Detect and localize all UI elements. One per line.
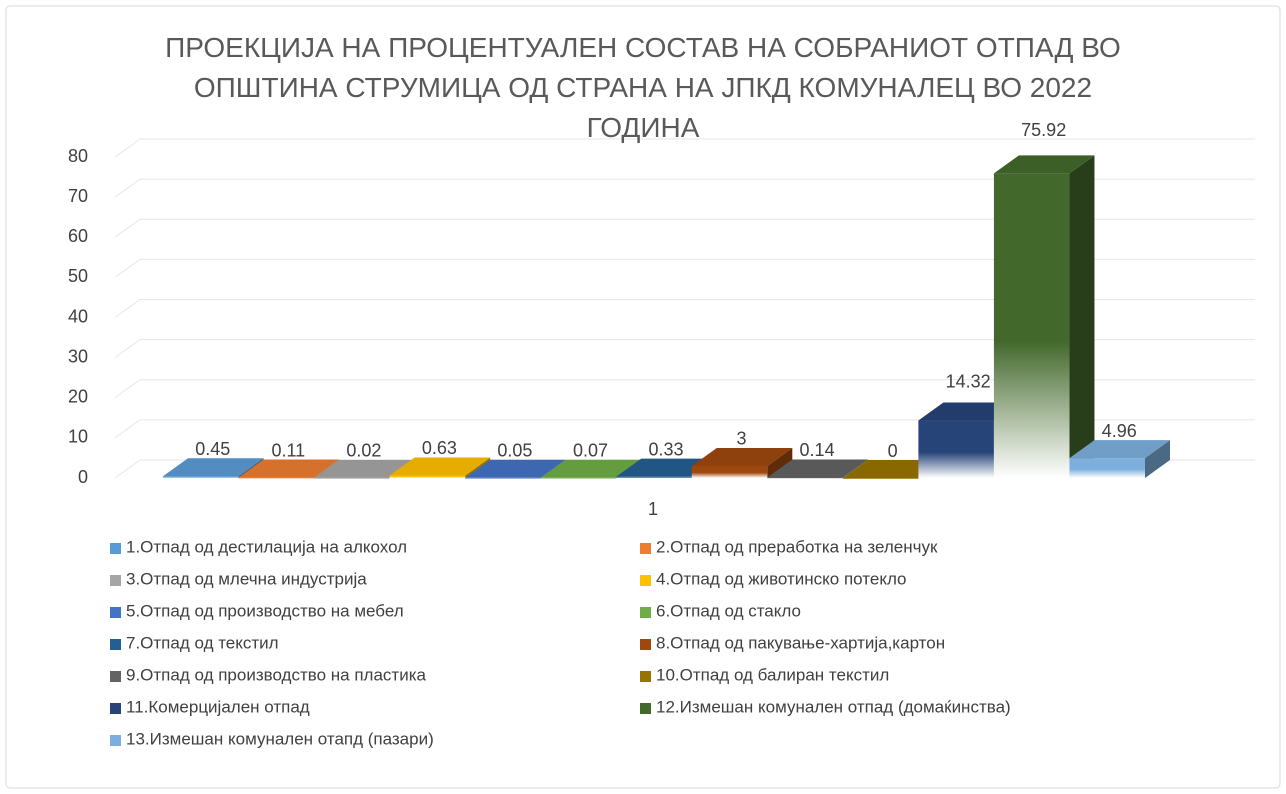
- legend-swatch: [110, 735, 121, 746]
- legend-swatch: [640, 671, 651, 682]
- data-label: 0.63: [422, 438, 457, 458]
- bar-top: [616, 458, 717, 477]
- bar-top: [314, 459, 415, 478]
- y-tick-label: 20: [68, 387, 88, 407]
- chart-title: ПРОЕКЦИЈА НА ПРОЦЕНТУАЛЕН СОСТАВ НА СОБР…: [165, 32, 1121, 143]
- data-label: 0.33: [648, 439, 683, 459]
- legend-label: 7.Отпад од текстил: [126, 633, 279, 652]
- grid-line-depth: [114, 138, 141, 158]
- data-label: 0.05: [497, 441, 532, 461]
- bar-top: [540, 459, 642, 478]
- grid-line-depth: [114, 299, 141, 318]
- bar-top: [163, 458, 264, 477]
- bar: [465, 477, 541, 479]
- legend-label: 8.Отпад од пакување-хартија,картон: [656, 633, 945, 652]
- legend-label: 11.Комерцијален отпад: [126, 697, 310, 716]
- y-tick-label: 70: [68, 186, 88, 206]
- legend-swatch: [110, 575, 121, 586]
- bar: [314, 477, 390, 479]
- bar-top: [993, 155, 1095, 174]
- bar: [918, 420, 994, 478]
- grid-line-depth: [114, 419, 141, 439]
- y-tick-label: 60: [68, 226, 88, 246]
- bar-side: [1069, 155, 1095, 478]
- x-tick-label: 1: [648, 499, 658, 519]
- bar-top: [389, 457, 491, 476]
- data-label: 0.07: [573, 440, 608, 460]
- data-label: 75.92: [1021, 120, 1066, 140]
- legend-label: 3.Отпад од млечна индустрија: [126, 569, 367, 588]
- grid-line-depth: [114, 379, 141, 399]
- bar-top: [238, 459, 340, 478]
- bar-top: [691, 447, 793, 466]
- legend-label: 6.Отпад од стакло: [656, 601, 801, 620]
- bar-side: [767, 447, 793, 478]
- bar: [389, 475, 466, 478]
- legend-swatch: [110, 639, 121, 650]
- bar-side: [314, 459, 340, 478]
- bar-top: [767, 459, 868, 478]
- bar: [616, 476, 692, 478]
- bar-side: [1145, 440, 1170, 478]
- chart-border: [5, 5, 1281, 789]
- bar-top: [1069, 440, 1170, 459]
- data-label: 0: [888, 441, 898, 461]
- bar-side: [465, 457, 491, 478]
- grid-line-depth: [114, 218, 141, 238]
- legend-swatch: [640, 639, 651, 650]
- legend-swatch: [640, 703, 651, 714]
- legend-label: 10.Отпад од балиран текстил: [656, 665, 889, 684]
- bar-side: [238, 458, 264, 478]
- legend-swatch: [110, 607, 121, 618]
- data-label: 0.02: [346, 441, 381, 461]
- y-tick-label: 30: [68, 346, 88, 366]
- bar-top: [918, 402, 1019, 421]
- bar-top: [465, 459, 566, 478]
- data-label: 14.32: [946, 371, 991, 391]
- legend-swatch: [110, 671, 121, 682]
- legend-swatch: [640, 607, 651, 618]
- data-label: 4.96: [1102, 421, 1137, 441]
- legend-label: 13.Измешан комунален отапд (пазари): [126, 729, 434, 748]
- bar: [1069, 458, 1145, 478]
- bar: [767, 477, 843, 479]
- data-label: 3: [737, 429, 747, 449]
- bar: [238, 477, 315, 479]
- y-tick-label: 50: [68, 266, 88, 286]
- bar: [842, 478, 919, 479]
- data-label: 0.11: [271, 440, 305, 460]
- legend-label: 9.Отпад од производство на пластика: [126, 665, 427, 684]
- bar: [540, 477, 617, 479]
- legend-swatch: [640, 575, 651, 586]
- data-label: 0.14: [800, 440, 835, 460]
- legend-label: 2.Отпад од преработка на зеленчук: [656, 537, 938, 556]
- grid-line-depth: [114, 459, 141, 479]
- legend-label: 12.Измешан комунален отпад (домаќинства): [656, 697, 1011, 716]
- legend-label: 1.Отпад од дестилација на алкохол: [126, 537, 407, 556]
- grid-line-depth: [114, 178, 141, 198]
- legend-swatch: [640, 543, 651, 554]
- legend-label: 4.Отпад од животинско потекло: [656, 569, 907, 588]
- bar: [993, 173, 1070, 478]
- y-tick-label: 80: [68, 146, 88, 166]
- grid-line-depth: [114, 339, 141, 359]
- y-tick-label: 0: [78, 467, 88, 487]
- legend-swatch: [110, 543, 121, 554]
- legend-swatch: [110, 703, 121, 714]
- bar: [691, 465, 768, 478]
- bar-side: [842, 459, 868, 478]
- y-tick-label: 40: [68, 306, 88, 326]
- bar-top: [842, 460, 944, 478]
- legend-label: 5.Отпад од производство на мебел: [126, 601, 404, 620]
- y-tick-label: 10: [68, 427, 88, 447]
- grid-line-depth: [114, 258, 141, 278]
- data-label: 0.45: [195, 439, 230, 459]
- bar: [163, 476, 239, 478]
